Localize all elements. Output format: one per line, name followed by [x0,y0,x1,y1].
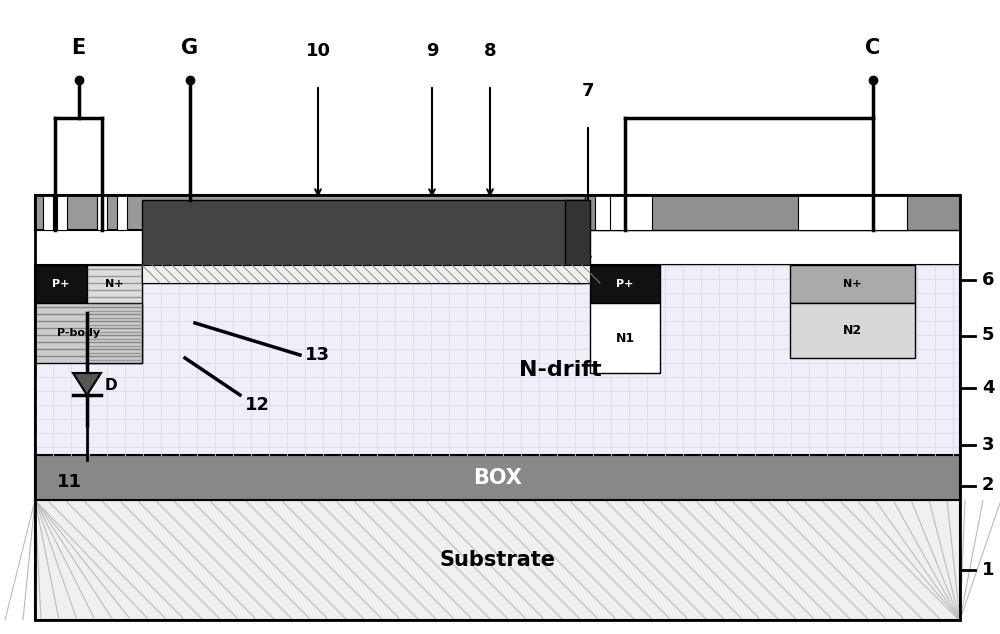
Bar [117,195,127,230]
Text: P+: P+ [616,279,634,289]
Text: 9: 9 [426,42,438,60]
Text: C: C [865,38,880,58]
Bar [35,265,960,455]
Bar [590,303,660,373]
Text: N+: N+ [105,279,124,289]
Text: N-drift: N-drift [519,360,601,380]
Text: BOX: BOX [473,467,522,488]
Bar [35,195,960,620]
Bar [43,195,53,230]
Bar [57,195,67,230]
Bar [35,303,142,363]
Text: 10: 10 [306,42,330,60]
Bar [565,200,590,283]
Text: 1: 1 [982,561,994,579]
Bar [590,265,660,303]
Text: 5: 5 [982,327,994,344]
Text: N2: N2 [843,324,862,337]
Text: 3: 3 [982,436,994,454]
Text: 12: 12 [245,396,270,414]
Text: E: E [71,38,86,58]
Text: 8: 8 [484,42,496,60]
Bar [35,195,960,230]
Bar [598,195,652,230]
Bar [35,265,87,303]
Text: G: G [181,38,199,58]
Text: 4: 4 [982,379,994,397]
Text: N+: N+ [843,279,862,289]
Bar [790,265,915,303]
Bar [87,265,142,363]
Bar [595,195,610,230]
Bar [142,265,590,283]
Text: Substrate: Substrate [440,550,556,570]
Bar [798,195,907,230]
Bar [97,195,107,230]
Text: N1: N1 [615,332,635,344]
Bar [585,195,960,230]
Text: 6: 6 [982,271,994,289]
Text: P+: P+ [52,279,70,289]
Text: 13: 13 [305,346,330,364]
Text: P-body: P-body [57,328,100,338]
Text: 2: 2 [982,477,994,495]
Text: 11: 11 [56,473,82,491]
Bar [35,500,960,620]
Bar [790,303,915,358]
Polygon shape [73,373,101,395]
Bar [142,200,585,283]
Text: 7: 7 [582,82,594,100]
Text: D: D [105,377,118,392]
Bar [35,455,960,500]
